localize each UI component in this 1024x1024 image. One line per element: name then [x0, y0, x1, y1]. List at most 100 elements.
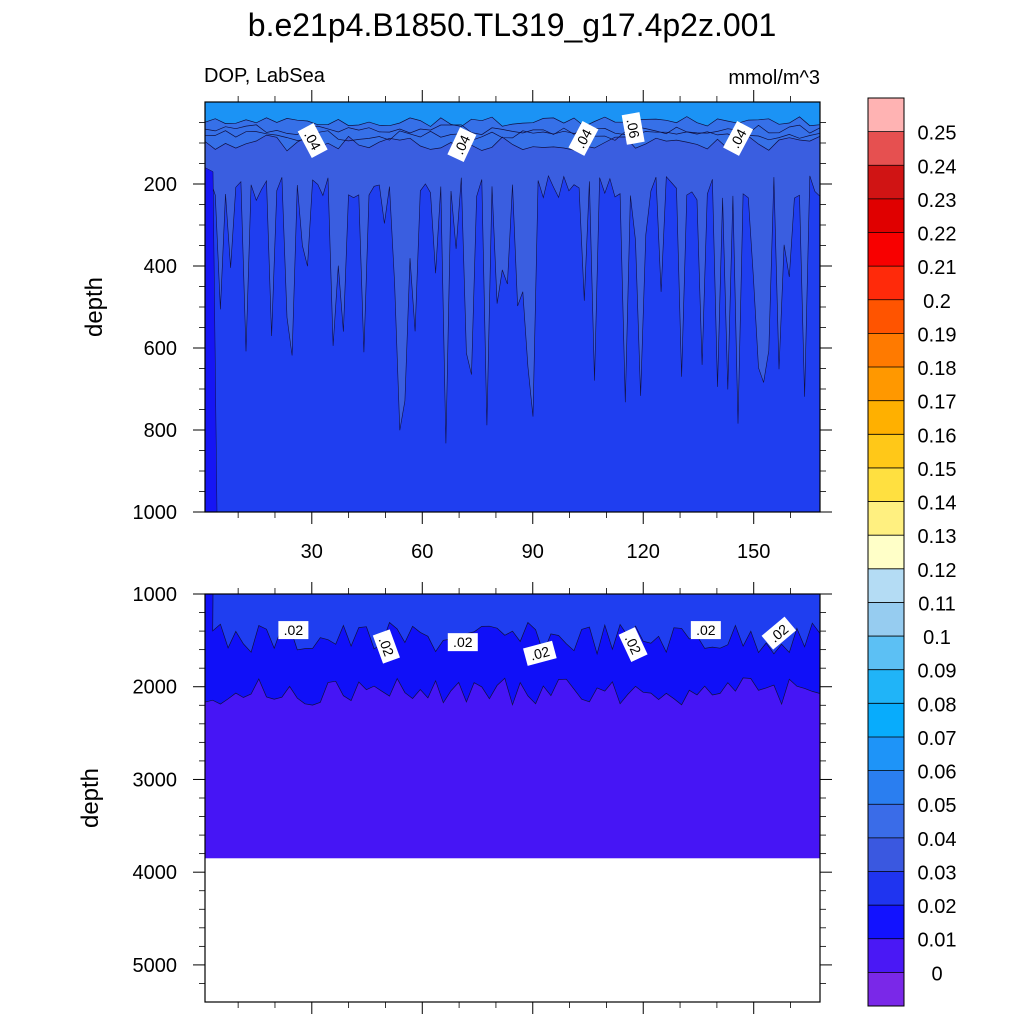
colorbar-level-label: 0.25 [918, 123, 957, 145]
upper-depth-panel: .04 .04 .04 .06 .04 200 400 600 800 1000 30 60 90 120… [81, 90, 832, 563]
colorbar-level-label: 0 [931, 963, 942, 985]
contour-label: .02 [278, 621, 309, 640]
colorbar-level-label: 0.13 [918, 526, 957, 548]
contour-label-box [690, 621, 721, 640]
colorbar-swatch [868, 299, 904, 334]
lower-y-axis-label: depth [77, 768, 104, 828]
contour-label-box [447, 633, 478, 652]
contour-label-box [568, 120, 599, 156]
contour-label-box [278, 621, 309, 640]
colorbar-swatch [868, 602, 904, 637]
colorbar: 0.25 0.24 0.23 0.22 0.21 0.2 0.19 0.18 0.17 0.16 0… [867, 97, 957, 1007]
contour-label-text: .02 [696, 622, 716, 638]
colorbar-level-label: 0.21 [918, 257, 957, 279]
contour-label-text: .02 [622, 632, 645, 657]
contour-label: .02 [523, 640, 557, 666]
colorbar-level-label: 0.04 [918, 829, 957, 851]
colorbar-level-label: 0.17 [918, 392, 957, 414]
contour-label: .02 [618, 627, 648, 662]
units-label: mmol/m^3 [728, 67, 820, 89]
colorbar-swatch [868, 938, 904, 973]
colorbar-level-label: 0.15 [918, 459, 957, 481]
colorbar-level-label: 0.12 [918, 560, 957, 582]
colorbar-swatch [868, 467, 904, 502]
y-tick-label: 1000 [133, 502, 178, 524]
variable-label: DOP, LabSea [204, 65, 326, 87]
contour-label-box [618, 627, 648, 662]
colorbar-swatch [868, 636, 904, 670]
colorbar-swatch [868, 871, 904, 906]
contour-label: .06 [621, 112, 645, 145]
contour-label-box [621, 112, 645, 145]
colorbar-level-label: 0.07 [918, 728, 957, 750]
contour-label-text: .04 [451, 132, 474, 157]
colorbar-level-label: 0.05 [918, 795, 957, 817]
colorbar-level-label: 0.02 [918, 896, 957, 918]
colorbar-level-label: 0.22 [918, 224, 957, 246]
contour-label-box [761, 616, 797, 650]
colorbar-swatch [868, 367, 904, 401]
colorbar-swatch [868, 804, 904, 838]
colorbar-swatch [868, 568, 904, 603]
colorbar-swatch [868, 232, 904, 267]
contour-label-text: .02 [453, 634, 473, 650]
contour-label-text: .02 [284, 622, 304, 638]
colorbar-swatch [868, 972, 904, 1006]
y-tick-label: 600 [144, 338, 177, 360]
y-tick-label: 1000 [133, 584, 178, 606]
colorbar-level-label: 0.01 [918, 930, 957, 952]
x-tick-label: 60 [411, 541, 433, 563]
y-tick-label: 2000 [133, 677, 178, 699]
colorbar-level-label: 0.19 [918, 324, 957, 346]
y-tick-label: 5000 [133, 955, 178, 977]
colorbar-swatch [868, 98, 904, 132]
colorbar-level-label: 0.2 [923, 291, 951, 313]
colorbar-level-label: 0.08 [918, 694, 957, 716]
colorbar-level-label: 0.11 [918, 593, 955, 615]
y-tick-label: 800 [144, 420, 177, 442]
colorbar-swatch [868, 501, 904, 536]
layer-0.02-0.03 [212, 593, 821, 656]
colorbar-level-label: 0.18 [918, 358, 957, 380]
layer-0.03-0.04 [204, 101, 821, 444]
colorbar-level-label: 0.24 [918, 156, 957, 178]
contour-label-box [447, 127, 477, 163]
contour-label: .04 [568, 120, 599, 156]
x-tick-label: 150 [737, 541, 770, 563]
x-tick-label: 30 [301, 541, 323, 563]
colorbar-level-label: 0.09 [918, 661, 957, 683]
colorbar-level-label: 0.14 [918, 493, 957, 515]
x-tick-label: 120 [627, 541, 660, 563]
colorbar-swatch [868, 905, 904, 939]
x-tick-label: 90 [522, 541, 544, 563]
colorbar-level-label: 0.1 [923, 627, 951, 649]
contour-label: .04 [297, 123, 328, 158]
contour-label-text: .06 [624, 118, 643, 140]
contour-label-text: .02 [528, 643, 551, 664]
contour-label-box [297, 123, 328, 158]
y-tick-label: 4000 [133, 862, 178, 884]
colorbar-level-label: 0.23 [918, 190, 957, 212]
colorbar-swatch [868, 165, 904, 199]
y-tick-label: 3000 [133, 769, 178, 791]
colorbar-level-label: 0.06 [918, 762, 957, 784]
upper-y-axis-label: depth [81, 277, 108, 337]
figure-title: b.e21p4.B1850.TL319_g17.4p2z.001 [248, 7, 776, 43]
layer-0.05-0.07 [204, 101, 821, 127]
colorbar-swatch [868, 770, 904, 805]
contour-label-box [372, 629, 400, 664]
colorbar-swatch [868, 669, 904, 704]
contour-label-box [723, 120, 754, 156]
contour-label: .04 [723, 120, 754, 156]
y-tick-label: 400 [144, 256, 177, 278]
colorbar-frame [867, 97, 905, 1007]
colorbar-swatch [868, 400, 904, 435]
colorbar-swatch [868, 131, 904, 166]
contour-label: .02 [447, 633, 478, 652]
contour-label-text: .02 [376, 635, 398, 659]
contour-label: .02 [690, 621, 721, 640]
colorbar-swatch [868, 266, 904, 300]
colorbar-swatch [868, 703, 904, 737]
colorbar-level-label: 0.03 [918, 862, 957, 884]
